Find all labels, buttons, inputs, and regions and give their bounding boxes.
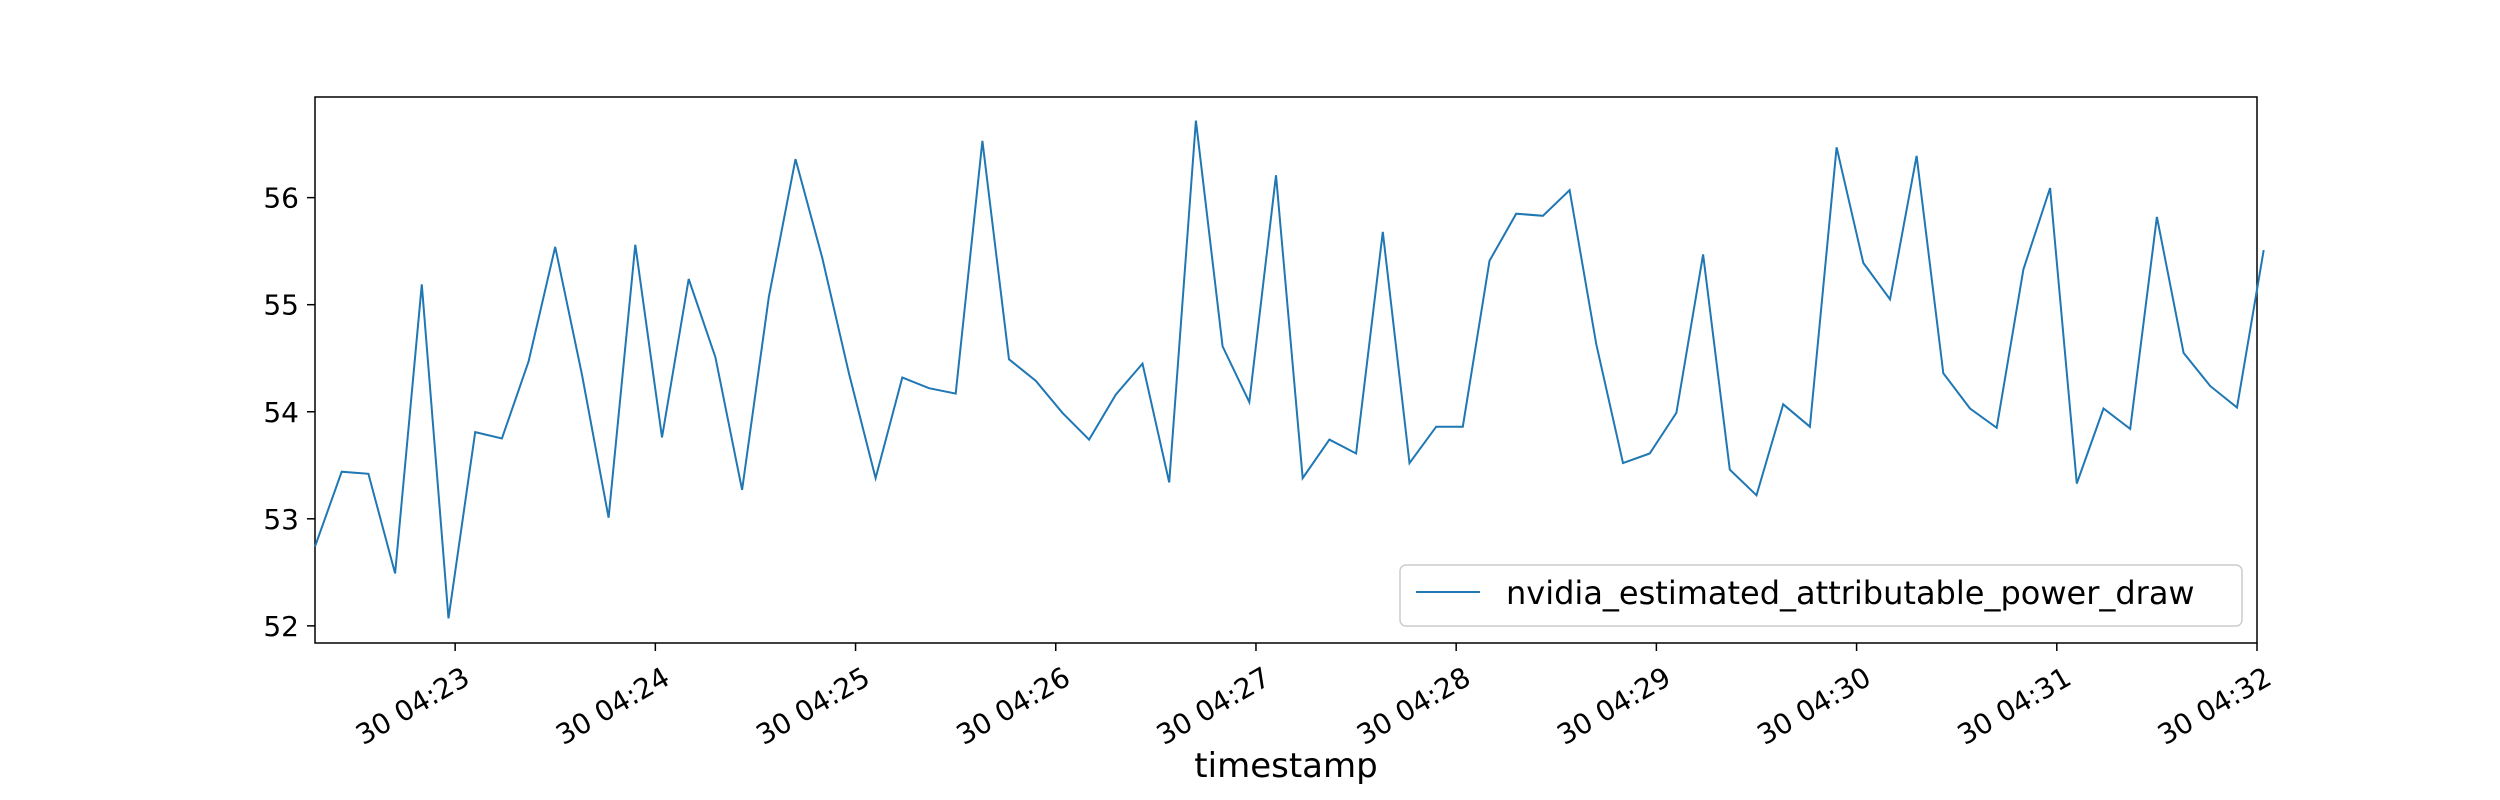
x-axis-title: timestamp xyxy=(1194,746,1377,786)
legend: nvidia_estimated_attributable_power_draw xyxy=(1399,564,2243,627)
y-tick-label: 55 xyxy=(263,289,299,322)
x-tick-label: 30 04:30 xyxy=(1752,660,1877,751)
x-tick-label: 30 04:27 xyxy=(1151,660,1276,751)
y-tick-label: 52 xyxy=(263,610,299,643)
x-tick-label: 30 04:23 xyxy=(350,660,475,751)
x-tick-label: 30 04:29 xyxy=(1551,660,1676,751)
y-axis: 52 53 54 55 56 xyxy=(263,182,315,643)
x-axis: 30 04:23 30 04:24 30 04:25 30 04:26 30 04:27… xyxy=(350,643,2277,752)
x-tick-label: 30 04:31 xyxy=(1952,660,2077,751)
x-tick-label: 30 04:32 xyxy=(2152,660,2277,751)
x-tick-label: 30 04:24 xyxy=(550,660,675,751)
series-line xyxy=(314,120,2265,619)
x-tick-label: 30 04:26 xyxy=(951,660,1076,751)
plot-frame xyxy=(314,96,2258,644)
legend-label: nvidia_estimated_attributable_power_draw xyxy=(1506,574,2195,612)
x-tick-label: 30 04:28 xyxy=(1351,660,1476,751)
x-tick-label: 30 04:25 xyxy=(750,660,875,751)
y-tick-label: 56 xyxy=(263,182,299,215)
y-tick-label: 54 xyxy=(263,396,299,429)
legend-box xyxy=(1399,564,2243,627)
y-tick-label: 53 xyxy=(263,503,299,536)
